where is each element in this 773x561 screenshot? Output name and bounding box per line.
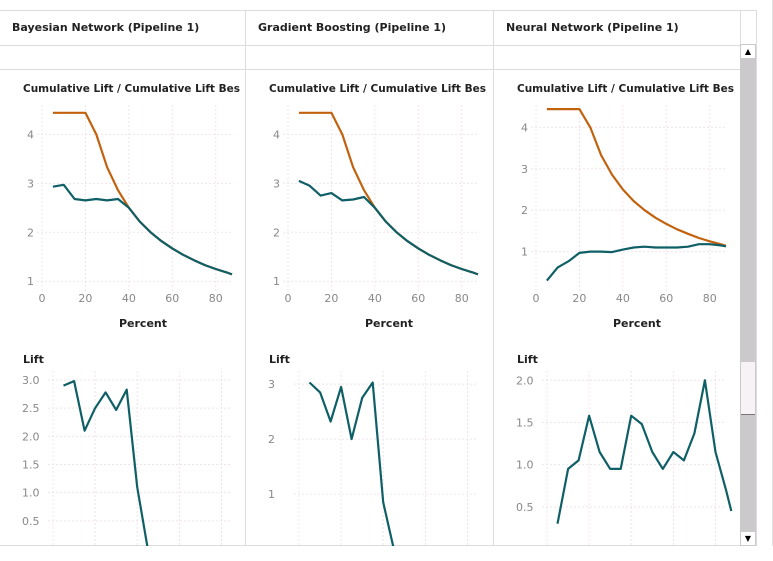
y-tick-label: 2 [27, 226, 34, 239]
x-tick-label: 40 [122, 292, 136, 305]
series-line-1 [52, 183, 233, 276]
cumulative-lift-chart: Cumulative Lift / Cumulative Lift Bes 1 2 3… [517, 83, 734, 330]
series-line-0 [556, 379, 733, 524]
y-tick-label: 2.0 [516, 374, 534, 387]
chart-title: Cumulative Lift / Cumulative Lift Bes [517, 83, 734, 95]
y-tick-label: 2.5 [22, 402, 40, 415]
x-axis-label: Percent [613, 317, 661, 330]
y-tick-label: 3 [268, 378, 275, 391]
series-line-1 [546, 243, 727, 282]
y-tick-label: 0.5 [516, 501, 534, 514]
y-tick-label: 4 [521, 121, 528, 134]
x-tick-label: 80 [703, 292, 717, 305]
chart-title: Lift [517, 353, 538, 366]
model-comparison-table: Bayesian Network (Pipeline 1) Cumulative… [0, 10, 757, 546]
chart-title: Lift [269, 353, 290, 366]
x-tick-label: 0 [285, 292, 292, 305]
scrollbar-thumb[interactable] [741, 362, 755, 415]
y-tick-label: 1 [268, 488, 275, 501]
y-tick-label: 1.0 [22, 487, 40, 500]
scroll-up-icon[interactable]: ▲ [741, 45, 755, 58]
column-gradient-boosting: Gradient Boosting (Pipeline 1) Cumulativ… [246, 11, 494, 546]
y-tick-label: 3 [521, 163, 528, 176]
x-tick-label: 80 [209, 292, 223, 305]
y-tick-label: 3 [27, 177, 34, 190]
chart-cell: Cumulative Lift / Cumulative Lift Bes 1 2 3… [246, 69, 493, 546]
y-tick-label: 0.5 [22, 515, 40, 528]
column-header[interactable]: Gradient Boosting (Pipeline 1) [246, 11, 493, 46]
x-tick-label: 60 [165, 292, 179, 305]
lift-chart: Lift 1 2 3 [268, 353, 478, 546]
cumulative-lift-chart: Cumulative Lift / Cumulative Lift Bes 1 2 3… [269, 83, 486, 330]
empty-row [246, 45, 493, 70]
y-tick-label: 2 [521, 204, 528, 217]
x-tick-label: 0 [533, 292, 540, 305]
x-tick-label: 60 [411, 292, 425, 305]
column-bayesian-network: Bayesian Network (Pipeline 1) Cumulative… [0, 11, 246, 546]
y-tick-label: 2.0 [22, 430, 40, 443]
y-tick-label: 1.0 [516, 459, 534, 472]
lift-chart: Lift 0.5 1.0 1.5 2.0 2.5 3.0 [22, 353, 232, 546]
chart-title: Cumulative Lift / Cumulative Lift Bes [269, 83, 486, 95]
series-line-1 [298, 179, 479, 276]
chart-title: Lift [23, 353, 44, 366]
y-tick-label: 4 [27, 128, 34, 141]
x-axis-label: Percent [365, 317, 413, 330]
lift-chart: Lift 0.5 1.0 1.5 2.0 [516, 353, 733, 546]
x-tick-label: 20 [572, 292, 586, 305]
x-tick-label: 80 [455, 292, 469, 305]
series-line-0 [63, 380, 149, 546]
chart-title: Cumulative Lift / Cumulative Lift Bes [23, 83, 240, 95]
series-line-0 [308, 381, 395, 546]
x-tick-label: 20 [324, 292, 338, 305]
scroll-down-icon[interactable]: ▼ [741, 532, 755, 545]
x-tick-label: 40 [616, 292, 630, 305]
series-line-0 [52, 111, 233, 276]
x-axis-label: Percent [119, 317, 167, 330]
vertical-scrollbar[interactable]: ▲ ▼ [740, 44, 756, 546]
y-tick-label: 3 [273, 177, 280, 190]
y-tick-label: 3.0 [22, 374, 40, 387]
column-neural-network: Neural Network (Pipeline 1) Cumulative L… [494, 11, 741, 546]
cumulative-lift-chart: Cumulative Lift / Cumulative Lift Bes 1 2 3… [23, 83, 240, 330]
empty-row [0, 45, 245, 70]
y-tick-label: 1.5 [22, 459, 40, 472]
x-tick-label: 20 [78, 292, 92, 305]
x-tick-label: 0 [39, 292, 46, 305]
y-tick-label: 4 [273, 128, 280, 141]
chart-svg: Cumulative Lift / Cumulative Lift Bes 1 2 3… [22, 83, 240, 546]
x-tick-label: 60 [659, 292, 673, 305]
y-tick-label: 1 [27, 275, 34, 288]
chart-svg: Cumulative Lift / Cumulative Lift Bes 1 2 3… [516, 83, 734, 546]
empty-row [494, 45, 740, 70]
chart-cell: Cumulative Lift / Cumulative Lift Bes 1 2 3… [494, 69, 740, 546]
x-tick-label: 40 [368, 292, 382, 305]
chart-cell: Cumulative Lift / Cumulative Lift Bes 1 2 3… [0, 69, 245, 546]
chart-svg: Cumulative Lift / Cumulative Lift Bes 1 2 3… [268, 83, 486, 546]
y-tick-label: 1 [273, 275, 280, 288]
y-tick-label: 1.5 [516, 416, 534, 429]
y-tick-label: 1 [521, 246, 528, 259]
column-header[interactable]: Bayesian Network (Pipeline 1) [0, 11, 245, 46]
y-tick-label: 2 [273, 226, 280, 239]
column-header[interactable]: Neural Network (Pipeline 1) [494, 11, 740, 46]
y-tick-label: 2 [268, 433, 275, 446]
series-line-0 [546, 107, 727, 247]
